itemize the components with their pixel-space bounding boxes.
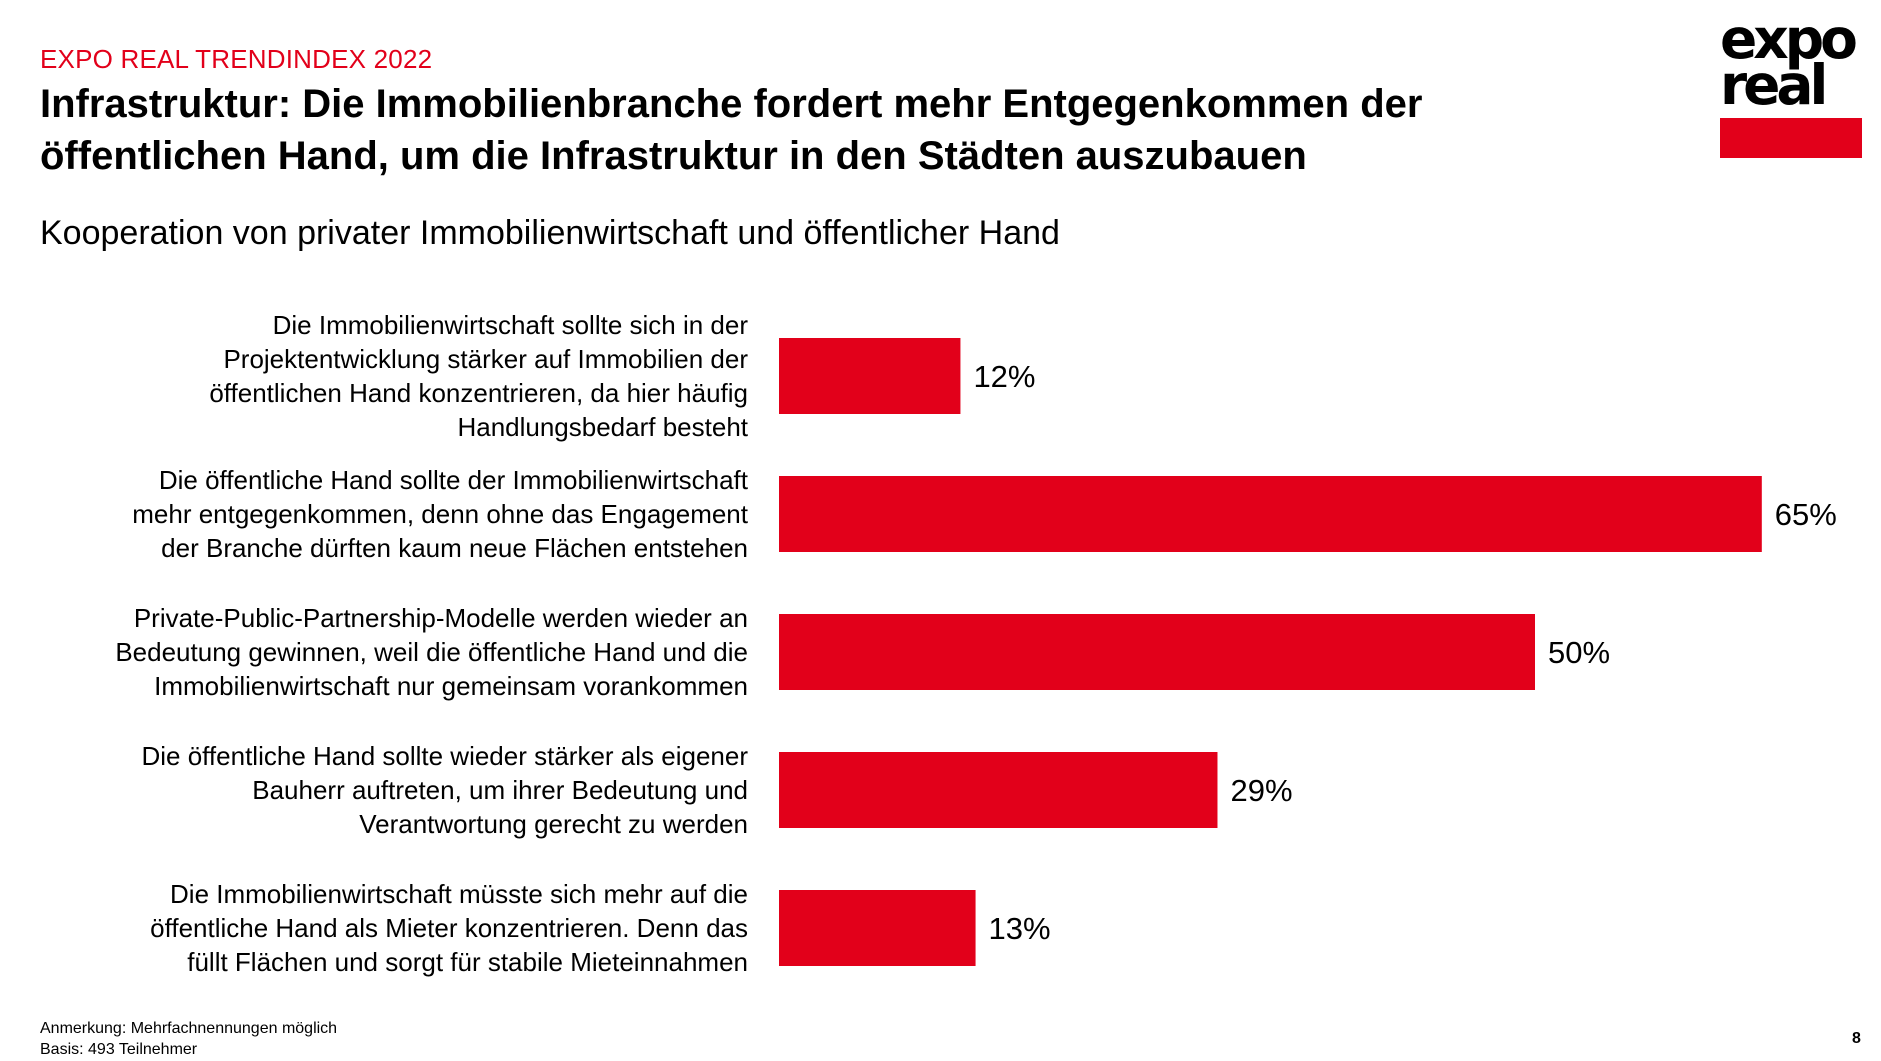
bar — [779, 752, 1218, 828]
data-label: 12% — [973, 359, 1035, 394]
category-label: Die öffentliche Hand sollte der Immobili… — [132, 465, 749, 563]
category-label-line: mehr entgegenkommen, denn ohne das Engag… — [132, 499, 749, 529]
data-label: 50% — [1548, 635, 1610, 670]
category-label-line: Bauherr auftreten, um ihrer Bedeutung un… — [252, 775, 748, 805]
category-label-line: Verantwortung gerecht zu werden — [359, 809, 748, 839]
logo-red-bar — [1720, 118, 1862, 158]
bar — [779, 614, 1535, 690]
category-label-line: füllt Flächen und sorgt für stabile Miet… — [187, 947, 748, 977]
category-label: Die Immobilienwirtschaft sollte sich in … — [209, 310, 748, 442]
bar — [779, 476, 1762, 552]
category-label-line: der Branche dürften kaum neue Flächen en… — [161, 533, 748, 563]
slide-headline: Infrastruktur: Die Immobilienbranche for… — [40, 82, 1423, 178]
logo-line-real: real — [1720, 53, 1828, 117]
category-label-line: Handlungsbedarf besteht — [457, 412, 748, 442]
page-number: 8 — [1852, 1030, 1861, 1047]
data-label: 65% — [1775, 497, 1837, 532]
expo-real-logo: expo real — [1720, 7, 1862, 162]
category-label-line: Die öffentliche Hand sollte wieder stärk… — [141, 741, 748, 771]
category-label: Die öffentliche Hand sollte wieder stärk… — [141, 741, 748, 839]
footnote-base: Basis: 493 Teilnehmer — [40, 1041, 198, 1058]
category-label-line: Projektentwicklung stärker auf Immobilie… — [223, 344, 748, 374]
chart-title: Kooperation von privater Immobilienwirts… — [40, 214, 1060, 252]
category-label-line: Die Immobilienwirtschaft sollte sich in … — [273, 310, 749, 340]
category-label-line: Bedeutung gewinnen, weil die öffentliche… — [115, 637, 748, 667]
category-label-line: Private-Public-Partnership-Modelle werde… — [134, 603, 748, 633]
category-label-line: öffentliche Hand als Mieter konzentriere… — [150, 913, 748, 943]
data-label: 29% — [1230, 773, 1292, 808]
data-label: 13% — [989, 911, 1051, 946]
bar — [779, 890, 976, 966]
bar — [779, 338, 961, 414]
category-label-line: Die Immobilienwirtschaft müsste sich meh… — [170, 879, 748, 909]
category-label-line: öffentlichen Hand konzentrieren, da hier… — [209, 378, 748, 408]
category-label: Private-Public-Partnership-Modelle werde… — [115, 603, 748, 701]
logo-line-expo: expo — [1720, 7, 1858, 71]
footnote: Anmerkung: Mehrfachnennungen möglich Bas… — [40, 1018, 337, 1060]
horizontal-bar-chart: Die Immobilienwirtschaft sollte sich in … — [115, 310, 1837, 977]
footnote-remark: Anmerkung: Mehrfachnennungen möglich — [40, 1020, 338, 1037]
category-label-line: Die öffentliche Hand sollte der Immobili… — [159, 465, 749, 495]
category-label: Die Immobilienwirtschaft müsste sich meh… — [150, 879, 748, 977]
category-label-line: Immobilienwirtschaft nur gemeinsam voran… — [154, 671, 748, 701]
report-kicker: EXPO REAL TRENDINDEX 2022 — [40, 44, 433, 74]
